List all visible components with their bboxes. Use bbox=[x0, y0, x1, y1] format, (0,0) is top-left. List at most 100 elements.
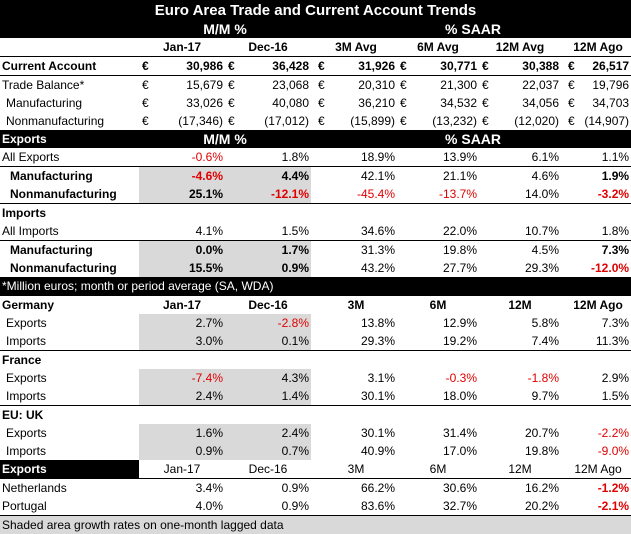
value-cell: -9.0% bbox=[565, 442, 631, 460]
value-cell: 0.9% bbox=[139, 442, 225, 460]
value-cell: €36,210 bbox=[315, 94, 397, 112]
euro-sign: € bbox=[228, 95, 235, 112]
value-cell: 1.9% bbox=[565, 167, 631, 186]
value-cell: 11.3% bbox=[565, 332, 631, 351]
euro-sign: € bbox=[400, 95, 407, 112]
column-header: Jan-17 bbox=[139, 460, 225, 479]
value-cell: -0.3% bbox=[397, 369, 479, 387]
value-cell: 22.0% bbox=[397, 222, 479, 241]
column-header: Dec-16 bbox=[225, 460, 311, 479]
column-header: 3M bbox=[315, 296, 397, 315]
euro-sign: € bbox=[228, 113, 235, 130]
value-cell: 40.9% bbox=[315, 442, 397, 460]
value-cell: 3.0% bbox=[139, 332, 225, 351]
euro-sign: € bbox=[228, 77, 235, 94]
column-header: Dec-16 bbox=[225, 296, 311, 315]
value-cell: 3.4% bbox=[139, 479, 225, 498]
row-label: Nonmanufacturing bbox=[0, 185, 139, 204]
euro-sign: € bbox=[142, 77, 149, 94]
value-cell: 19.8% bbox=[479, 442, 561, 460]
value-cell: 1.1% bbox=[565, 148, 631, 167]
value-cell: -45.4% bbox=[315, 185, 397, 204]
value-cell: €31,926 bbox=[315, 57, 397, 76]
value-cell: 21.1% bbox=[397, 167, 479, 186]
value-cell: 19.2% bbox=[397, 332, 479, 351]
column-header: Jan-17 bbox=[139, 38, 225, 57]
table-row: Current Account€30,986€36,428€31,926€30,… bbox=[0, 57, 631, 76]
value-cell: 1.4% bbox=[225, 387, 311, 406]
value-cell: 0.9% bbox=[225, 259, 311, 277]
column-header: 12M bbox=[479, 296, 561, 315]
value-cell: 4.0% bbox=[139, 497, 225, 516]
value-cell: -12.1% bbox=[225, 185, 311, 204]
value-cell: 29.3% bbox=[315, 332, 397, 351]
value-cell: 31.4% bbox=[397, 424, 479, 442]
value-cell: 7.3% bbox=[565, 314, 631, 332]
exports-table-label: Exports bbox=[0, 460, 139, 479]
euro-sign: € bbox=[318, 95, 325, 112]
value-cell: €33,026 bbox=[139, 94, 225, 112]
value-cell: 27.7% bbox=[397, 259, 479, 277]
row-label: All Imports bbox=[0, 222, 139, 241]
value-cell: -0.6% bbox=[139, 148, 225, 167]
row-label: Portugal bbox=[0, 497, 139, 516]
value-cell: 10.7% bbox=[479, 222, 561, 241]
euro-sign: € bbox=[482, 113, 489, 130]
value-cell: 0.9% bbox=[225, 479, 311, 498]
value-cell: 32.7% bbox=[397, 497, 479, 516]
euro-sign: € bbox=[568, 77, 575, 94]
value-cell: 0.7% bbox=[225, 442, 311, 460]
column-header: 12M Ago bbox=[565, 38, 631, 57]
exports-section-label: Exports bbox=[0, 130, 139, 148]
value-cell: 14.0% bbox=[479, 185, 561, 204]
value-cell: €40,080 bbox=[225, 94, 311, 112]
column-header: 12M bbox=[479, 460, 561, 479]
value-cell: 0.1% bbox=[225, 332, 311, 351]
value-cell: €30,388 bbox=[479, 57, 561, 76]
column-header: Jan-17 bbox=[139, 296, 225, 315]
value-cell: 2.4% bbox=[225, 424, 311, 442]
euro-sign: € bbox=[142, 58, 149, 75]
table-row: All Exports-0.6%1.8%18.9%13.9%6.1%1.1% bbox=[0, 148, 631, 167]
row-label: Manufacturing bbox=[0, 167, 139, 186]
value-cell: 16.2% bbox=[479, 479, 561, 498]
euro-sign: € bbox=[400, 77, 407, 94]
value-cell: -4.6% bbox=[139, 167, 225, 186]
value-cell: 18.0% bbox=[397, 387, 479, 406]
value-cell: €(15,899) bbox=[315, 112, 397, 130]
row-label: Exports bbox=[0, 369, 139, 387]
country-name: France bbox=[0, 351, 139, 370]
value-cell: 7.4% bbox=[479, 332, 561, 351]
value-cell: 17.0% bbox=[397, 442, 479, 460]
value-cell: 19.8% bbox=[397, 241, 479, 260]
value-cell: 4.5% bbox=[479, 241, 561, 260]
value-cell: 1.8% bbox=[565, 222, 631, 241]
value-cell: 66.2% bbox=[315, 479, 397, 498]
euro-sign: € bbox=[482, 77, 489, 94]
value-cell: 1.5% bbox=[225, 222, 311, 241]
country-name: EU: UK bbox=[0, 406, 139, 425]
value-cell: 2.7% bbox=[139, 314, 225, 332]
value-cell: 43.2% bbox=[315, 259, 397, 277]
euro-sign: € bbox=[318, 77, 325, 94]
value-cell: €30,986 bbox=[139, 57, 225, 76]
row-label: Nonmanufacturing bbox=[0, 259, 139, 277]
table-row: Manufacturing-4.6%4.4%42.1%21.1%4.6%1.9% bbox=[0, 167, 631, 186]
value-cell: 83.6% bbox=[315, 497, 397, 516]
euro-sign: € bbox=[318, 58, 325, 75]
value-cell: 30.1% bbox=[315, 424, 397, 442]
euro-sign: € bbox=[318, 113, 325, 130]
value-cell: -13.7% bbox=[397, 185, 479, 204]
value-cell: 0.9% bbox=[225, 497, 311, 516]
euro-sign: € bbox=[482, 58, 489, 75]
value-cell: €19,796 bbox=[565, 76, 631, 95]
table-row: Manufacturing€33,026€40,080€36,210€34,53… bbox=[0, 94, 631, 112]
value-cell: 6.1% bbox=[479, 148, 561, 167]
value-cell: 1.8% bbox=[225, 148, 311, 167]
euro-sign: € bbox=[400, 113, 407, 130]
value-cell: 1.5% bbox=[565, 387, 631, 406]
country-name: Germany bbox=[0, 296, 139, 315]
